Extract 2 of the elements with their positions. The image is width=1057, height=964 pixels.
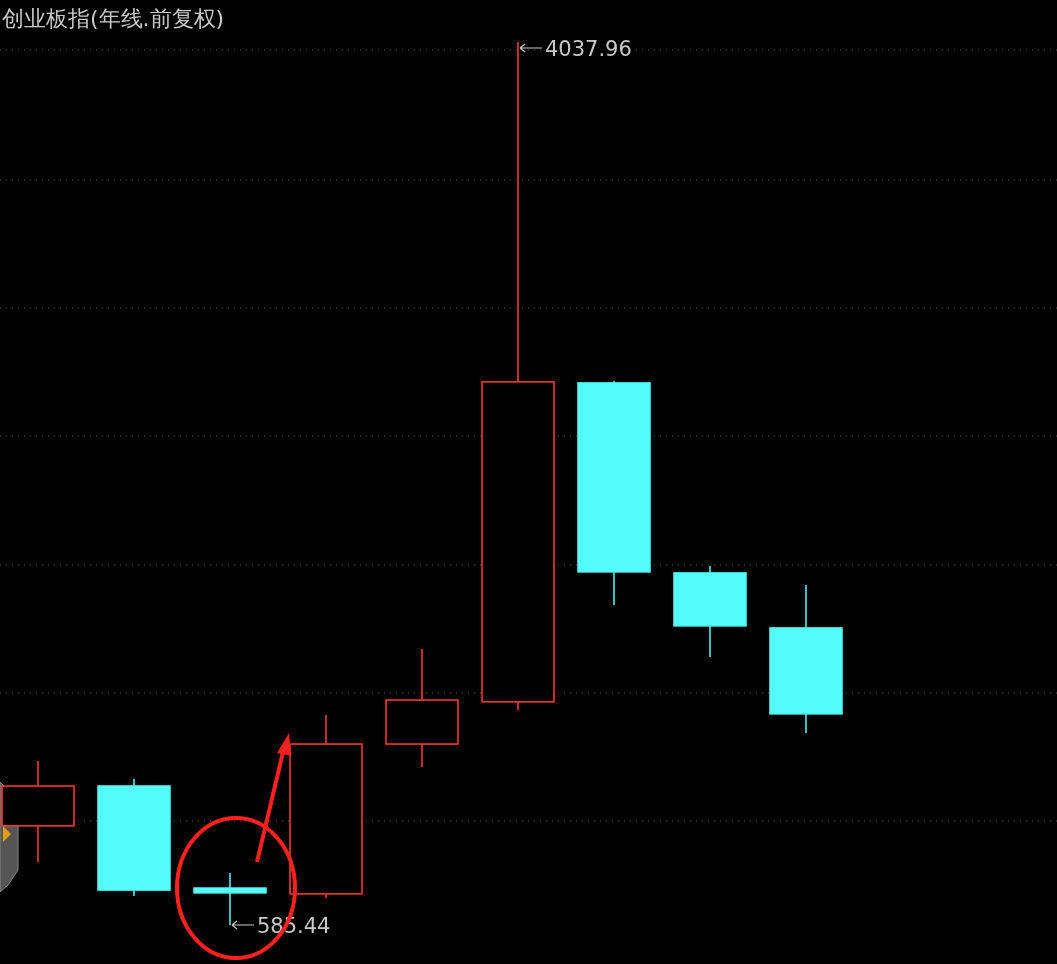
annotation: 4037.96 [545,37,632,61]
chart-title: 创业板指(年线.前复权) [2,6,225,31]
